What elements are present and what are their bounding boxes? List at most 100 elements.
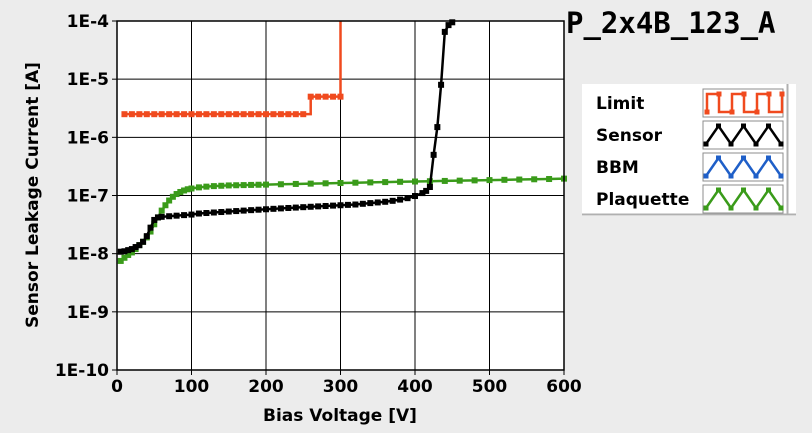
x-tick-label: 100 bbox=[174, 377, 210, 397]
data-point-plaquette bbox=[128, 249, 135, 256]
data-point-sensor bbox=[121, 248, 128, 255]
data-point-limit bbox=[128, 111, 135, 118]
data-point-sensor bbox=[143, 233, 150, 240]
data-point-limit bbox=[225, 111, 232, 118]
data-point-sensor bbox=[140, 238, 147, 245]
data-point-sensor bbox=[195, 210, 202, 217]
legend-marker-plaquette bbox=[778, 205, 784, 211]
data-point-sensor bbox=[225, 208, 232, 215]
data-point-sensor bbox=[426, 184, 433, 191]
data-point-plaquette bbox=[181, 187, 188, 194]
data-point-limit bbox=[307, 93, 314, 100]
data-point-sensor bbox=[240, 207, 247, 214]
y-axis-label: Sensor Leakage Current [A] bbox=[23, 62, 43, 328]
data-point-sensor bbox=[151, 216, 158, 223]
data-point-plaquette bbox=[546, 176, 553, 183]
data-point-plaquette bbox=[117, 257, 124, 264]
legend-label-sensor: Sensor bbox=[596, 126, 663, 146]
data-point-sensor bbox=[445, 22, 452, 29]
data-point-sensor bbox=[389, 197, 396, 204]
legend-item-limit: Limit bbox=[596, 88, 785, 118]
data-point-sensor bbox=[173, 212, 180, 219]
legend-marker-plaquette bbox=[703, 205, 709, 211]
data-point-sensor bbox=[292, 204, 299, 211]
data-point-limit bbox=[136, 111, 143, 118]
data-point-sensor bbox=[337, 202, 344, 209]
legend-marker-plaquette bbox=[716, 187, 721, 193]
data-point-plaquette bbox=[367, 179, 374, 186]
data-point-plaquette bbox=[531, 176, 538, 183]
data-point-plaquette bbox=[397, 178, 404, 185]
legend-marker-bbm bbox=[716, 155, 721, 161]
legend-item-sensor: Sensor bbox=[596, 120, 784, 150]
data-point-limit bbox=[203, 111, 210, 118]
data-point-plaquette bbox=[337, 180, 344, 187]
data-point-limit bbox=[188, 111, 195, 118]
legend-marker-limit bbox=[704, 109, 710, 115]
y-tick-label: 1E-6 bbox=[67, 128, 109, 148]
data-point-plaquette bbox=[441, 177, 448, 184]
legend-marker-limit bbox=[766, 91, 772, 97]
legend-marker-sensor bbox=[778, 141, 784, 147]
data-point-sensor bbox=[367, 200, 374, 207]
data-point-sensor bbox=[382, 198, 389, 205]
data-point-sensor bbox=[359, 200, 366, 207]
data-point-plaquette bbox=[292, 180, 299, 187]
data-point-sensor bbox=[438, 81, 445, 88]
data-point-limit bbox=[285, 111, 292, 118]
legend-label-limit: Limit bbox=[596, 94, 644, 114]
data-point-limit bbox=[143, 111, 150, 118]
data-point-sensor bbox=[233, 208, 240, 215]
data-point-limit bbox=[263, 111, 269, 118]
data-point-plaquette bbox=[240, 182, 247, 189]
legend-marker-bbm bbox=[741, 155, 746, 161]
data-point-limit bbox=[210, 111, 217, 118]
legend-marker-limit bbox=[754, 109, 760, 115]
legend-marker-limit bbox=[729, 109, 735, 115]
data-point-limit bbox=[181, 111, 188, 118]
data-point-limit bbox=[158, 111, 165, 118]
data-point-sensor bbox=[352, 201, 359, 208]
data-point-sensor bbox=[166, 213, 173, 220]
legend-label-bbm: BBM bbox=[596, 158, 639, 178]
data-point-plaquette bbox=[263, 181, 269, 188]
data-point-limit bbox=[322, 93, 329, 100]
data-point-sensor bbox=[270, 205, 277, 212]
data-point-sensor bbox=[218, 209, 225, 216]
data-point-sensor bbox=[412, 193, 418, 200]
x-tick-label: 600 bbox=[546, 377, 582, 397]
data-point-sensor bbox=[374, 199, 381, 206]
data-point-sensor bbox=[255, 206, 262, 213]
legend-marker-bbm bbox=[753, 173, 759, 179]
data-point-sensor bbox=[277, 205, 284, 212]
data-point-sensor bbox=[136, 242, 143, 249]
data-point-limit bbox=[233, 111, 240, 118]
x-tick-label: 300 bbox=[323, 377, 359, 397]
data-point-sensor bbox=[441, 28, 448, 35]
data-point-sensor bbox=[181, 212, 188, 219]
data-point-plaquette bbox=[352, 179, 359, 186]
data-point-sensor bbox=[423, 187, 430, 194]
data-point-sensor bbox=[330, 202, 337, 209]
legend-item-plaquette: Plaquette bbox=[596, 184, 784, 214]
legend-marker-limit bbox=[779, 91, 785, 97]
data-point-plaquette bbox=[210, 183, 217, 190]
series-sensor bbox=[117, 19, 456, 255]
data-point-sensor bbox=[397, 196, 404, 203]
y-tick-label: 1E-5 bbox=[67, 70, 109, 90]
y-tick-label: 1E-4 bbox=[67, 12, 109, 32]
data-point-sensor bbox=[125, 247, 132, 254]
x-tick-label: 400 bbox=[397, 377, 433, 397]
data-point-sensor bbox=[307, 203, 314, 210]
data-point-limit bbox=[166, 111, 173, 118]
y-axis-ticks: 1E-10 1E-9 1E-8 1E-7 1E-6 1E-5 1E-4 bbox=[55, 12, 117, 381]
data-point-plaquette bbox=[233, 182, 240, 189]
data-point-plaquette bbox=[147, 228, 154, 235]
data-point-plaquette bbox=[188, 185, 195, 192]
series-layer bbox=[117, 19, 567, 264]
data-point-sensor bbox=[147, 224, 154, 231]
data-point-sensor bbox=[315, 203, 322, 210]
data-point-limit bbox=[270, 111, 277, 118]
legend-marker-plaquette bbox=[766, 187, 771, 193]
